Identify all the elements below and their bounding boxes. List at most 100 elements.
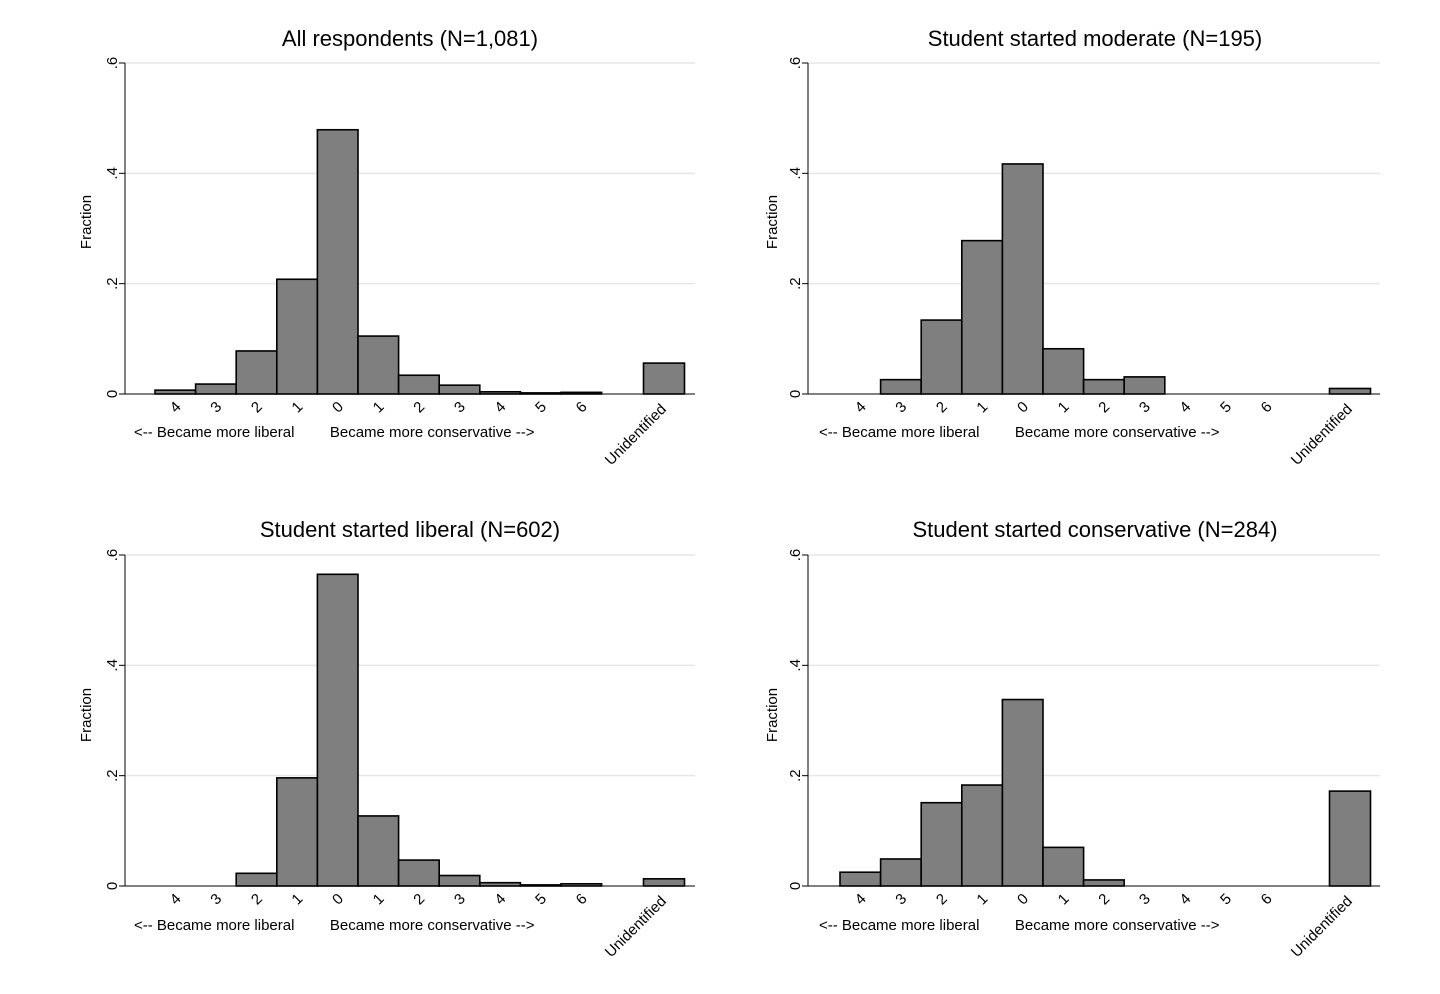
panel-3-x-tick-label: 4 <box>167 890 185 908</box>
panel-2-x-tick-label: 2 <box>1095 398 1113 416</box>
panel-1-x-tick-label: 3 <box>451 398 469 416</box>
panel-1-y-tick-label: .4 <box>104 167 121 180</box>
panel-2-liberal-direction-label: <-- Became more liberal <box>819 424 979 441</box>
panel-1-y-tick-label: 0 <box>104 390 121 398</box>
panel-3-bar <box>275 777 319 887</box>
panel-1-conservative-direction-label: Became more conservative --> <box>330 424 535 441</box>
panel-3-y-tick-label: .6 <box>104 549 121 562</box>
panel-3-x-tick-label: 3 <box>451 890 469 908</box>
panel-4-bar <box>839 871 882 887</box>
panel-4-title: Student started conservative (N=284) <box>912 517 1277 542</box>
panel-3-liberal-direction-label: <-- Became more liberal <box>134 917 294 934</box>
panel-2-x-tick-label: 1 <box>973 398 991 416</box>
panel-1-bar <box>194 383 238 395</box>
panel-2-x-tick-label: 3 <box>892 398 910 416</box>
panel-3-x-tick-label: 3 <box>207 890 225 908</box>
panel-1-liberal-direction-label: <-- Became more liberal <box>134 424 294 441</box>
panel-3-x-tick-label: 2 <box>248 890 266 908</box>
panel-1-x-tick-label: 5 <box>532 398 550 416</box>
panel-1-title: All respondents (N=1,081) <box>282 26 538 51</box>
panel-1-bar <box>642 362 686 395</box>
panel-1-bar <box>438 384 481 395</box>
panel-3-bar <box>316 573 359 887</box>
panel-2-bar <box>1042 347 1085 395</box>
panel-4-bar <box>1082 879 1125 887</box>
panel-3-bar <box>642 878 686 887</box>
panel-3-bar <box>519 884 562 887</box>
panel-4-x-tick-label: 6 <box>1258 890 1276 908</box>
panel-3-y-tick-label: .4 <box>104 659 121 672</box>
panel-1-bar <box>275 278 319 395</box>
panel-3-x-tick-label: 2 <box>410 890 428 908</box>
panel-4-bar <box>879 858 922 887</box>
panel-4-y-axis-label: Fraction <box>764 688 781 742</box>
panel-1-bar <box>478 390 522 395</box>
panel-1-bar <box>316 128 359 395</box>
panel-2-x-tick-label: 2 <box>933 398 951 416</box>
panel-2-bar <box>920 319 963 395</box>
panel-2-x-tick-label: 3 <box>1136 398 1154 416</box>
panel-3-y-tick-label: 0 <box>104 882 121 890</box>
panel-3-bar <box>397 859 441 887</box>
panel-4-x-tick-label: 2 <box>1095 890 1113 908</box>
panel-1-bar <box>397 374 441 395</box>
panel-4-x-tick-label: 5 <box>1217 890 1235 908</box>
panel-1-y-tick-label: .6 <box>104 57 121 70</box>
panel-2-y-tick-label: .6 <box>787 57 804 70</box>
panel-2-conservative-direction-label: Became more conservative --> <box>1015 424 1220 441</box>
panel-2-x-tick-label: 6 <box>1258 398 1276 416</box>
panel-2-x-tick-label: 4 <box>1176 398 1194 416</box>
panel-3-conservative-direction-label: Became more conservative --> <box>330 917 535 934</box>
panel-1-x-tick-label: 3 <box>207 398 225 416</box>
panel-3-bar <box>560 882 603 887</box>
panel-2-x-tick-label: 5 <box>1217 398 1235 416</box>
panel-3-bar <box>478 881 522 887</box>
panel-1-bar <box>560 391 603 395</box>
panel-1-x-tick-label: 1 <box>370 398 388 416</box>
panel-4-x-tick-label: 0 <box>1014 890 1032 908</box>
panel-4-x-tick-label: 1 <box>973 890 991 908</box>
panel-3-title: Student started liberal (N=602) <box>260 517 560 542</box>
panel-4-x-tick-label: 3 <box>892 890 910 908</box>
panel-2-x-tick-label: 4 <box>852 398 870 416</box>
panel-1-x-tick-label: 4 <box>491 398 509 416</box>
panel-4-y-tick-label: .2 <box>787 769 804 782</box>
panel-4-x-tick-label: 1 <box>1055 890 1073 908</box>
panel-1-x-tick-label: 2 <box>410 398 428 416</box>
panel-2-bar <box>960 239 1004 395</box>
panel-2-bar <box>1328 387 1372 395</box>
panel-4-x-tick-label: 4 <box>852 890 870 908</box>
panel-3-x-tick-label: 6 <box>573 890 591 908</box>
panel-2-y-tick-label: .4 <box>787 167 804 180</box>
panel-3-y-tick-label: .2 <box>104 769 121 782</box>
panel-1-y-tick-label: .2 <box>104 277 121 290</box>
panel-2-x-tick-label: 0 <box>1014 398 1032 416</box>
panel-2-bar <box>1001 163 1044 395</box>
panel-2-unidentified-label: Unidentified <box>1288 401 1356 469</box>
panel-3-x-tick-label: 0 <box>329 890 347 908</box>
panel-4-y-tick-label: .6 <box>787 549 804 562</box>
panel-1-bar <box>357 335 400 395</box>
panel-4-liberal-direction-label: <-- Became more liberal <box>819 917 979 934</box>
panel-3-bar <box>235 872 278 887</box>
panel-4-y-tick-label: 0 <box>787 882 804 890</box>
panel-2-title: Student started moderate (N=195) <box>928 26 1262 51</box>
panel-1-x-tick-label: 0 <box>329 398 347 416</box>
panel-4-bar <box>960 784 1004 887</box>
panel-3-y-axis-label: Fraction <box>78 688 95 742</box>
panel-4-conservative-direction-label: Became more conservative --> <box>1015 917 1220 934</box>
panel-1-x-tick-label: 2 <box>248 398 266 416</box>
panel-1-y-axis-label: Fraction <box>78 195 95 249</box>
panel-1-x-tick-label: 1 <box>288 398 306 416</box>
panel-3-x-tick-label: 4 <box>491 890 509 908</box>
panel-3-bar <box>438 874 481 887</box>
panel-1-bar <box>235 350 278 395</box>
panel-4-x-tick-label: 3 <box>1136 890 1154 908</box>
panel-4-x-tick-label: 4 <box>1176 890 1194 908</box>
panel-2-x-tick-label: 1 <box>1055 398 1073 416</box>
panel-1-bar <box>154 389 197 395</box>
panel-2-bar <box>1123 376 1166 395</box>
panel-2-y-tick-label: 0 <box>787 390 804 398</box>
panel-4-x-tick-label: 2 <box>933 890 951 908</box>
panel-3-x-tick-label: 5 <box>532 890 550 908</box>
